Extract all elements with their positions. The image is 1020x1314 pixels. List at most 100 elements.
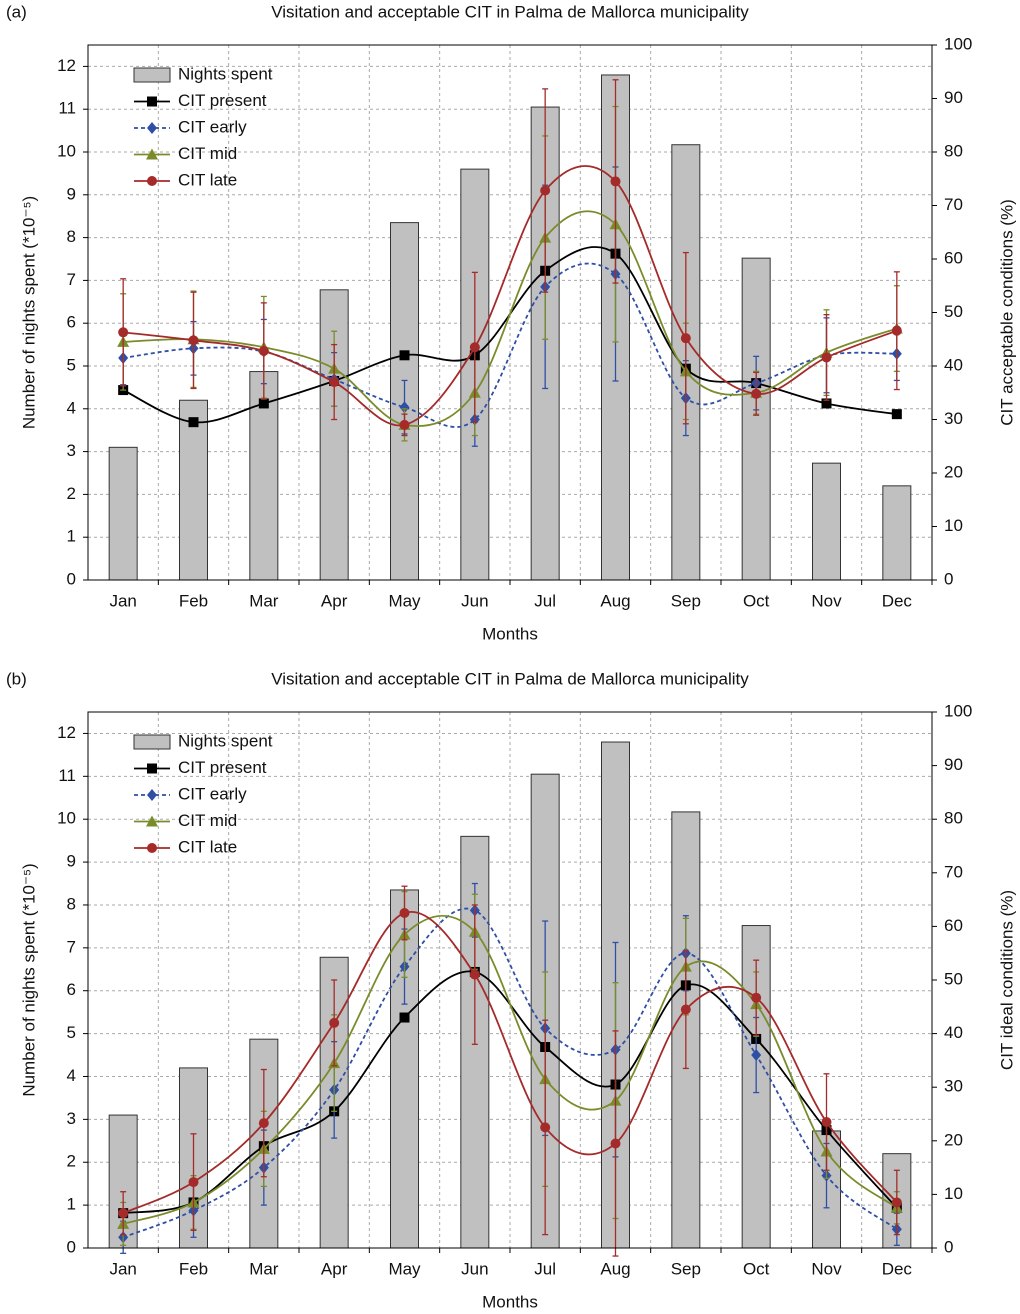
marker: [147, 763, 157, 774]
marker: [891, 325, 902, 336]
x-tick-label: Jul: [534, 591, 556, 610]
marker: [399, 401, 410, 414]
x-tick-label: Jun: [461, 591, 488, 610]
y-tick-label: 9: [67, 852, 76, 871]
marker: [610, 176, 621, 187]
x-tick-label: May: [388, 1259, 421, 1278]
x-tick-label: Aug: [600, 591, 630, 610]
y-tick-label: 9: [67, 184, 76, 203]
y2-tick-label: 30: [944, 409, 963, 428]
y2-tick-label: 60: [944, 248, 963, 267]
x-axis-label: Months: [482, 624, 538, 643]
y-tick-label: 12: [57, 56, 76, 75]
series-line: [123, 165, 898, 427]
marker: [399, 1012, 410, 1023]
x-tick-label: Mar: [249, 591, 279, 610]
y-tick-label: 10: [57, 809, 76, 828]
y-tick-label: 0: [67, 1237, 76, 1256]
y-tick-label: 8: [67, 227, 76, 246]
y-tick-label: 5: [67, 1023, 76, 1042]
y-tick-label: 6: [67, 980, 76, 999]
y2-tick-label: 50: [944, 969, 963, 988]
marker: [399, 908, 410, 918]
bar: [179, 399, 208, 581]
marker: [680, 333, 691, 344]
marker: [540, 185, 551, 196]
y-tick-label: 3: [67, 1109, 76, 1128]
x-tick-label: Feb: [179, 591, 208, 610]
marker: [821, 398, 832, 409]
marker: [610, 1138, 621, 1149]
x-tick-label: Aug: [600, 1259, 630, 1278]
marker: [147, 843, 157, 853]
y-tick-label: 10: [57, 141, 76, 160]
marker: [821, 1117, 832, 1128]
y2-tick-label: 70: [944, 195, 963, 214]
bar: [741, 257, 771, 581]
marker: [188, 417, 199, 428]
x-tick-label: Jan: [109, 591, 136, 610]
marker: [146, 148, 158, 160]
y2-tick-label: 70: [944, 862, 963, 881]
chart-title: Visitation and acceptable CIT in Palma d…: [271, 2, 749, 21]
legend-label: Nights spent: [178, 731, 273, 750]
bar: [812, 462, 841, 581]
y-tick-label: 11: [58, 99, 76, 118]
legend-label: CIT early: [178, 117, 247, 136]
y-tick-label: 6: [67, 313, 76, 332]
marker: [258, 346, 269, 357]
marker: [891, 1197, 902, 1208]
y2-tick-label: 20: [944, 1130, 963, 1149]
x-tick-label: Oct: [743, 1259, 770, 1278]
y2-axis-label: CIT ideal conditions (%): [997, 890, 1016, 1070]
y2-tick-label: 40: [944, 1023, 963, 1042]
y2-tick-label: 80: [944, 141, 963, 160]
x-tick-label: Nov: [811, 591, 842, 610]
y2-tick-label: 50: [944, 302, 963, 321]
marker: [469, 342, 480, 353]
marker: [399, 350, 410, 361]
plot-frame: [87, 711, 933, 1249]
x-tick-label: Jun: [461, 1259, 488, 1278]
y-tick-label: 7: [67, 270, 76, 289]
y2-tick-label: 20: [944, 462, 963, 481]
marker: [258, 398, 269, 409]
bar: [108, 446, 138, 581]
x-tick-label: Jul: [534, 1259, 556, 1278]
panel-label: (b): [6, 669, 27, 688]
plot-frame: [87, 44, 933, 581]
marker: [147, 96, 157, 107]
marker: [147, 122, 157, 134]
marker: [329, 377, 340, 388]
marker: [751, 992, 762, 1003]
x-tick-label: Dec: [882, 591, 913, 610]
x-tick-label: May: [388, 591, 421, 610]
marker: [258, 1118, 269, 1129]
y2-tick-label: 40: [944, 355, 963, 374]
y2-tick-label: 10: [944, 1184, 963, 1203]
legend-label: CIT early: [178, 784, 247, 803]
legend-label: CIT mid: [178, 144, 237, 163]
y-tick-label: 5: [67, 355, 76, 374]
bar: [882, 485, 912, 581]
x-tick-label: Apr: [321, 1259, 348, 1278]
y2-tick-label: 100: [944, 34, 972, 53]
x-tick-label: Feb: [179, 1259, 208, 1278]
y2-tick-label: 90: [944, 88, 963, 107]
y-tick-label: 1: [67, 1195, 76, 1214]
marker: [751, 388, 762, 399]
y-tick-label: 2: [67, 1152, 76, 1171]
marker: [147, 176, 157, 186]
y-tick-label: 8: [67, 894, 76, 913]
y-tick-label: 11: [58, 766, 76, 785]
y-tick-label: 2: [67, 484, 76, 503]
marker: [188, 335, 199, 346]
marker: [146, 815, 158, 827]
marker: [399, 419, 410, 430]
marker: [147, 789, 157, 801]
y-tick-label: 7: [67, 937, 76, 956]
y-axis-label: Number of nights spent (*10⁻⁵): [19, 863, 38, 1096]
marker: [329, 1017, 340, 1028]
y-tick-label: 3: [67, 441, 76, 460]
